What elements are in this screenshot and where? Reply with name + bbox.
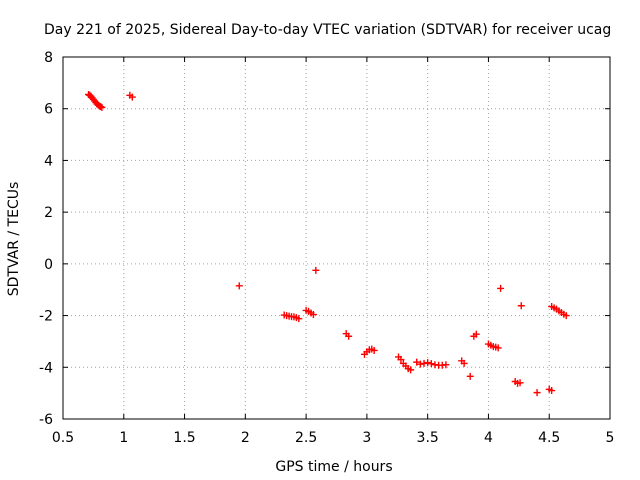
- x-tick-label: 3: [362, 430, 371, 446]
- x-tick-label: 1.5: [173, 430, 195, 446]
- data-point: [235, 282, 243, 290]
- y-tick-labels: -6 -4 -2 0 2 4 6 8: [39, 50, 53, 428]
- y-tick-label: -4: [39, 360, 53, 376]
- data-point: [345, 332, 353, 340]
- y-tick-label: 4: [44, 153, 53, 169]
- data-point: [516, 379, 524, 387]
- data-point: [427, 360, 435, 368]
- data-point: [424, 359, 432, 367]
- data-point: [97, 103, 105, 111]
- data-point: [312, 266, 320, 274]
- chart-title: Day 221 of 2025, Sidereal Day-to-day VTE…: [44, 22, 611, 38]
- data-point: [309, 311, 317, 319]
- y-axis-label: SDTVAR / TECUs: [6, 182, 22, 297]
- data-point: [413, 358, 421, 366]
- y-tick-label: -6: [39, 412, 53, 428]
- x-tick-label: 5: [606, 430, 615, 446]
- y-tick-label: 8: [44, 50, 53, 66]
- data-point: [472, 330, 480, 338]
- x-tick-label: 3.5: [417, 430, 439, 446]
- x-axis-label: GPS time / hours: [275, 459, 392, 475]
- data-points: [85, 90, 570, 397]
- data-point: [494, 344, 502, 352]
- data-point: [517, 302, 525, 310]
- x-tick-label: 1: [119, 430, 128, 446]
- y-tick-label: -2: [39, 309, 53, 325]
- data-point: [370, 346, 378, 354]
- data-point: [533, 389, 541, 397]
- data-point: [466, 372, 474, 380]
- grid-lines: [63, 57, 610, 419]
- data-point: [98, 103, 106, 111]
- data-point: [420, 359, 428, 367]
- data-point: [460, 359, 468, 367]
- data-point: [416, 360, 424, 368]
- x-tick-label: 0.5: [52, 430, 74, 446]
- data-point: [128, 93, 136, 101]
- data-point: [407, 366, 415, 374]
- x-tick-label: 4: [484, 430, 493, 446]
- y-tick-label: 2: [44, 205, 53, 221]
- y-tick-label: 6: [44, 102, 53, 118]
- x-tick-label: 4.5: [538, 430, 560, 446]
- data-point: [397, 356, 405, 364]
- x-tick-labels: 0.5 1 1.5 2 2.5 3 3.5 4 4.5 5: [52, 430, 615, 446]
- x-tick-label: 2: [241, 430, 250, 446]
- data-point: [562, 312, 570, 320]
- data-point: [497, 284, 505, 292]
- axis-ticks: [62, 56, 611, 420]
- y-tick-label: 0: [44, 257, 53, 273]
- data-point: [295, 315, 303, 323]
- x-tick-label: 2.5: [295, 430, 317, 446]
- plot-frame: [62, 56, 611, 420]
- data-point: [548, 387, 556, 395]
- data-point: [442, 361, 450, 369]
